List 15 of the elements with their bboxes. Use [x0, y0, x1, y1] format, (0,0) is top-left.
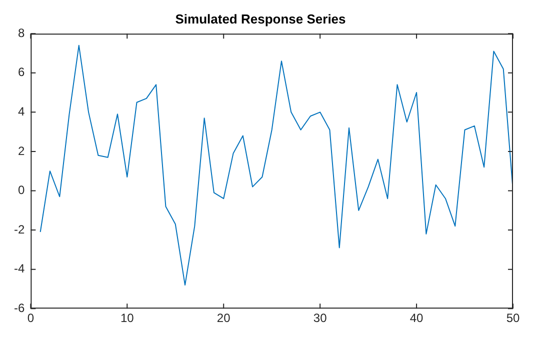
- x-tick-label: 50: [506, 311, 520, 326]
- x-tick-label: 20: [216, 311, 231, 326]
- y-tick-label: 4: [18, 104, 25, 118]
- x-tick-label: 30: [313, 311, 328, 326]
- x-tick-label: 0: [27, 311, 34, 326]
- y-tick-label: -2: [14, 222, 25, 236]
- x-tick-label: 10: [120, 311, 134, 326]
- y-tick-label: 2: [18, 144, 25, 158]
- x-tick-label: 40: [410, 311, 424, 326]
- chart-title: Simulated Response Series: [175, 11, 346, 26]
- y-tick-label: -6: [14, 300, 25, 315]
- y-tick-label: 8: [18, 26, 25, 40]
- y-tick-label: -4: [14, 262, 25, 276]
- y-tick-label: 6: [18, 65, 25, 80]
- y-tick-label: 0: [18, 183, 25, 198]
